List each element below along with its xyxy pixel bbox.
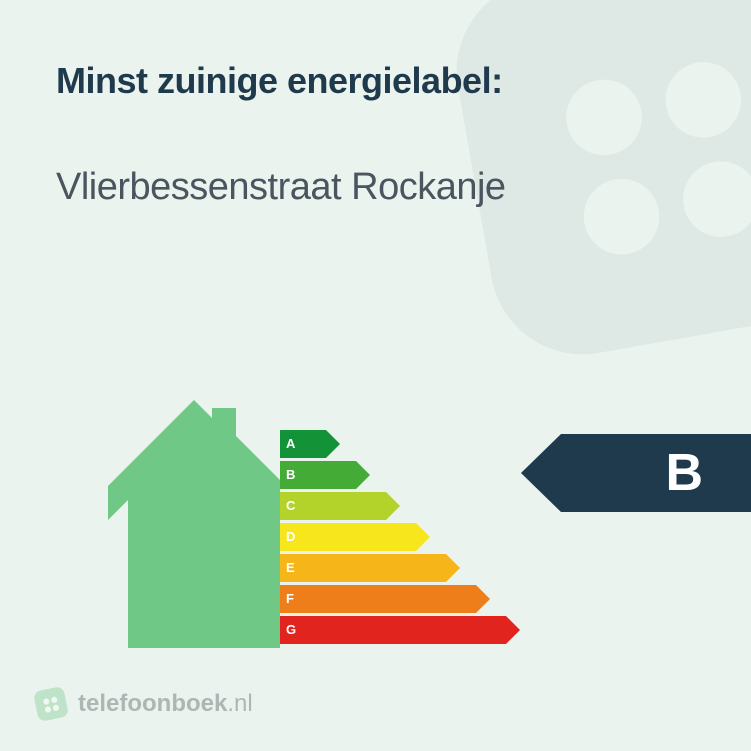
bar-letter: E (286, 554, 295, 582)
bar-letter: A (286, 430, 295, 458)
page-title: Minst zuinige energielabel: (56, 60, 695, 102)
card-content: Minst zuinige energielabel: Vlierbessens… (0, 0, 751, 751)
bar-letter: C (286, 492, 295, 520)
footer-text: telefoonboek.nl (78, 690, 253, 718)
phonebook-icon (31, 684, 71, 724)
bar-letter: F (286, 585, 294, 613)
house-icon (108, 400, 280, 648)
footer-brand: telefoonboek.nl (34, 687, 253, 721)
bar-letter: D (286, 523, 295, 551)
bar-letter: G (286, 616, 296, 644)
rating-badge: B (605, 434, 751, 512)
address-subtitle: Vlierbessenstraat Rockanje (56, 166, 695, 209)
brand-tld: .nl (227, 690, 252, 717)
brand-name: telefoonboek (78, 690, 227, 717)
bar-letter: B (286, 461, 295, 489)
rating-letter: B (605, 434, 751, 512)
